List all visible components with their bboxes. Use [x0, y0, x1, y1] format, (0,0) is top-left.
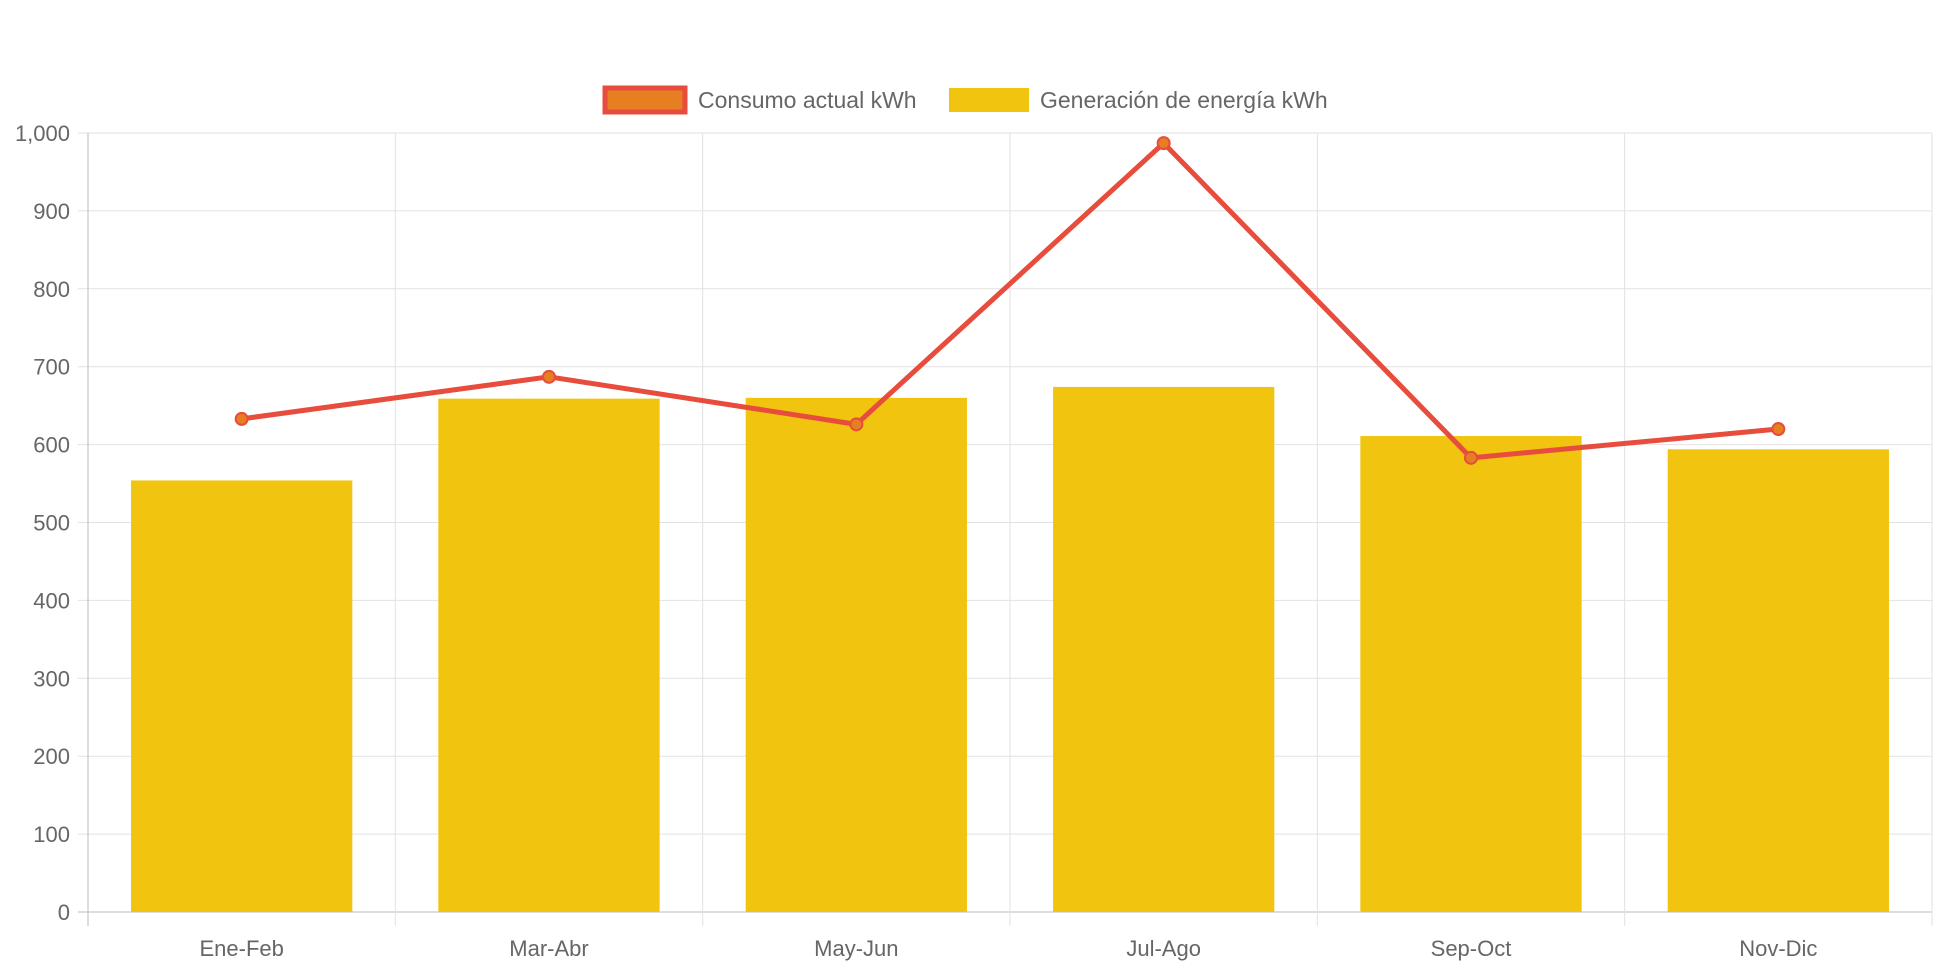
x-tick-label: Jul-Ago — [1126, 936, 1201, 961]
x-tick-label: Nov-Dic — [1739, 936, 1817, 961]
point-consumo-sep-oct[interactable] — [1464, 450, 1478, 465]
line-consumo — [239, 140, 1781, 461]
point-consumo-may-jun[interactable] — [849, 417, 864, 432]
point-consumo-jul-ago[interactable] — [1156, 136, 1171, 151]
y-tick-label: 100 — [33, 822, 70, 847]
y-tick-label: 500 — [33, 511, 70, 536]
legend-swatch-generacion[interactable] — [949, 88, 1029, 112]
y-tick-label: 700 — [33, 355, 70, 380]
bar-series — [131, 386, 1889, 913]
legend-label-consumo[interactable]: Consumo actual kWh — [698, 87, 917, 113]
x-tick-label: Ene-Feb — [199, 936, 283, 961]
legend-label-generacion[interactable]: Generación de energía kWh — [1040, 87, 1328, 113]
bar-generacion-jul-ago[interactable] — [1053, 386, 1275, 913]
y-tick-label: 0 — [58, 900, 70, 925]
grid-lines — [78, 132, 1933, 926]
legend: Consumo actual kWh Generación de energía … — [602, 85, 1328, 115]
point-consumo-ene-feb[interactable] — [234, 411, 249, 426]
point-consumo-mar-abr[interactable] — [542, 369, 556, 384]
line-series — [234, 136, 1786, 465]
y-tick-label: 300 — [33, 666, 70, 691]
y-tick-label: 800 — [33, 277, 70, 302]
bar-generacion-nov-dic[interactable] — [1667, 449, 1889, 912]
x-tick-label: May-Jun — [814, 936, 898, 961]
bar-generacion-mar-abr[interactable] — [438, 398, 660, 912]
y-tick-label: 400 — [33, 588, 70, 613]
y-tick-label: 600 — [33, 433, 70, 458]
x-tick-label: Sep-Oct — [1431, 936, 1512, 961]
bar-generacion-ene-feb[interactable] — [131, 480, 353, 912]
legend-swatch-consumo[interactable] — [602, 85, 688, 115]
point-consumo-nov-dic[interactable] — [1771, 422, 1786, 437]
y-tick-label: 900 — [33, 199, 70, 224]
y-tick-label: 200 — [33, 744, 70, 769]
axes: 0 100 200 300 400 500 600 700 800 900 1,000 Ene-Feb… — [15, 121, 1818, 961]
bar-generacion-sep-oct[interactable] — [1360, 436, 1582, 912]
x-tick-label: Mar-Abr — [509, 936, 588, 961]
bar-generacion-may-jun[interactable] — [745, 397, 967, 912]
y-tick-label: 1,000 — [15, 121, 70, 146]
